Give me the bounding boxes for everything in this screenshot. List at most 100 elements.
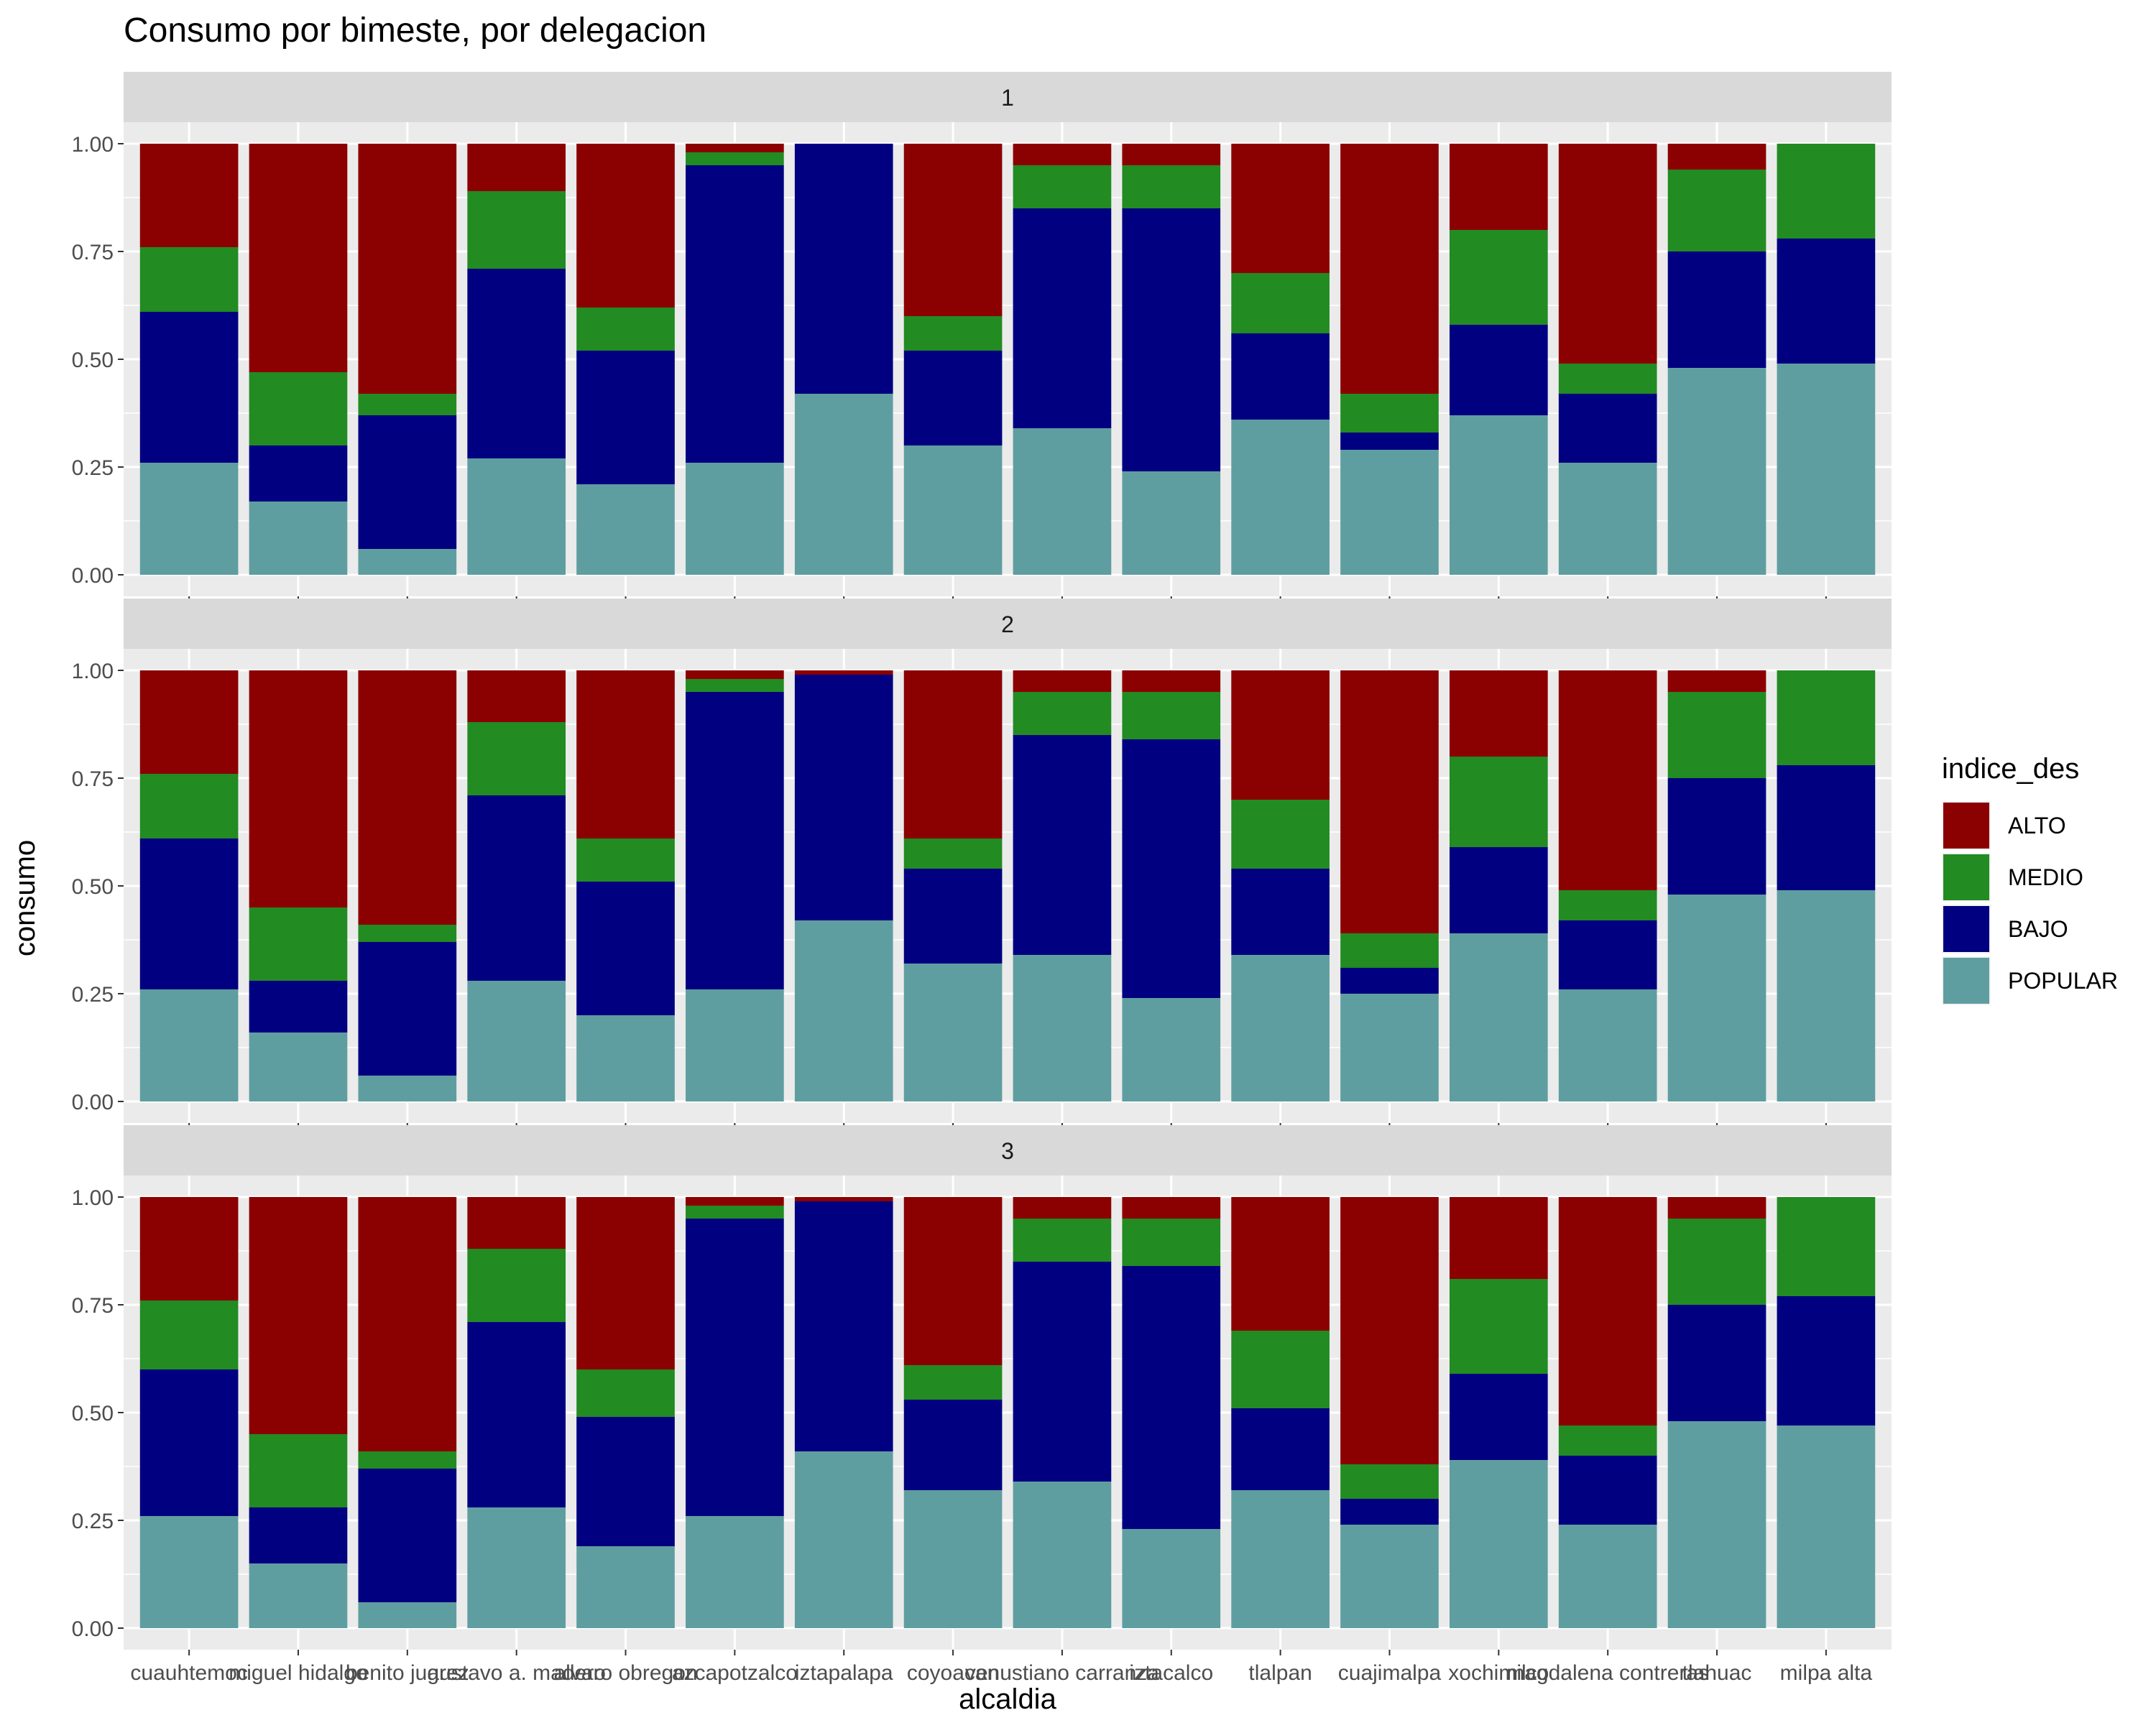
bar-segment [1450,1374,1548,1460]
y-tick-label: 1.00 [72,1186,114,1210]
bar-segment [576,670,675,838]
bar-segment [1667,1219,1766,1305]
y-tick-label: 0.25 [72,456,114,480]
bar-segment [1231,1331,1330,1408]
bar-segment [1450,1279,1548,1374]
bar-segment [1231,670,1330,800]
bar-segment [249,907,348,981]
bar-segment [903,351,1003,445]
bar-segment [1231,1408,1330,1490]
y-tick-label: 0.00 [72,1617,114,1641]
x-tick-label: miguel hidalgo [229,1661,367,1685]
bar-segment [1450,757,1548,847]
bar-segment [467,670,566,722]
bar-segment [576,838,675,882]
bar-segment [686,1197,784,1206]
x-tick-label: iztapalapa [795,1661,893,1685]
bar-segment [249,1032,348,1101]
bar-segment [903,144,1003,316]
bar-segment [249,1197,348,1434]
bar-segment [1777,765,1876,890]
bar-segment [903,1490,1003,1628]
bar-segment [794,670,893,675]
bar-segment [467,795,566,981]
x-tick-label: xochimilco [1448,1661,1549,1685]
bar-segment [1450,933,1548,1101]
bar-segment [358,1076,457,1101]
bar-segment [139,1197,239,1300]
bar-segment [794,1451,893,1628]
y-tick-label: 1.00 [72,133,114,157]
bar-segment [1122,1266,1221,1529]
x-tick-label: azcapotzalco [672,1661,798,1685]
bar-segment [1667,368,1766,575]
legend-label: ALTO [2008,813,2066,838]
bar-segment [1122,739,1221,998]
bar-segment [686,144,784,152]
bar-segment [1122,1197,1221,1219]
bar-segment [686,670,784,679]
bar-segment [1777,890,1876,1101]
bar-segment [139,247,239,312]
bar-segment [1122,471,1221,575]
bar-segment [249,502,348,575]
x-tick-label: magdalena contreras [1506,1661,1709,1685]
bar-segment [1777,1296,1876,1426]
facet-strip [124,599,1892,649]
bar-segment [1667,144,1766,170]
bar-segment [1013,692,1112,735]
bar-segment [1231,869,1330,955]
x-tick-label: tlalpan [1248,1661,1312,1685]
bar-segment [249,372,348,445]
bar-segment [576,1015,675,1101]
bar-segment [1340,1464,1439,1499]
legend-key [1943,803,1989,849]
x-tick-label: benito juarez [346,1661,469,1685]
bar-segment [139,1516,239,1628]
facet-strip [124,1125,1892,1175]
y-tick-label: 0.50 [72,1402,114,1426]
x-tick-label: cuajimalpa [1338,1661,1442,1685]
bar-segment [139,989,239,1101]
facet-panel: 1 0.00 0.25 0.50 0.75 1.00 [72,72,1892,602]
bar-segment [1122,144,1221,165]
bar-segment [1777,1426,1876,1628]
bar-segment [467,458,566,575]
bar-segment [1013,955,1112,1101]
bar-segment [249,445,348,502]
x-tick-label: venustiano carranza [965,1661,1159,1685]
bar-segment [903,838,1003,869]
bar-segment [1340,968,1439,994]
bar-segment [358,415,457,549]
x-tick-label: coyoacan [907,1661,999,1685]
x-tick-label: iztacalco [1129,1661,1213,1685]
bar-segment [1231,1490,1330,1628]
bar-segment [903,316,1003,351]
bar-segment [249,1434,348,1507]
bar-segment [1450,847,1548,933]
bar-segment [139,1369,239,1516]
bar-segment [1122,692,1221,739]
bar-segment [1667,170,1766,251]
bar-segment [358,1602,457,1628]
bar-segment [1231,800,1330,869]
y-tick-label: 0.50 [72,875,114,899]
bar-segment [1450,230,1548,325]
bar-segment [1122,670,1221,692]
bar-segment [686,1206,784,1219]
bar-segment [576,144,675,308]
bar-segment [1777,670,1876,765]
bar-segment [1340,394,1439,433]
bar-segment [1122,998,1221,1101]
bar-segment [576,351,675,484]
bar-segment [576,308,675,351]
bar-segment [1450,415,1548,575]
bar-segment [1558,890,1657,920]
bar-segment [1450,325,1548,415]
bar-segment [1667,778,1766,895]
bar-segment [1558,144,1657,364]
bar-segment [903,670,1003,838]
bar-segment [139,774,239,838]
bar-segment [467,191,566,269]
